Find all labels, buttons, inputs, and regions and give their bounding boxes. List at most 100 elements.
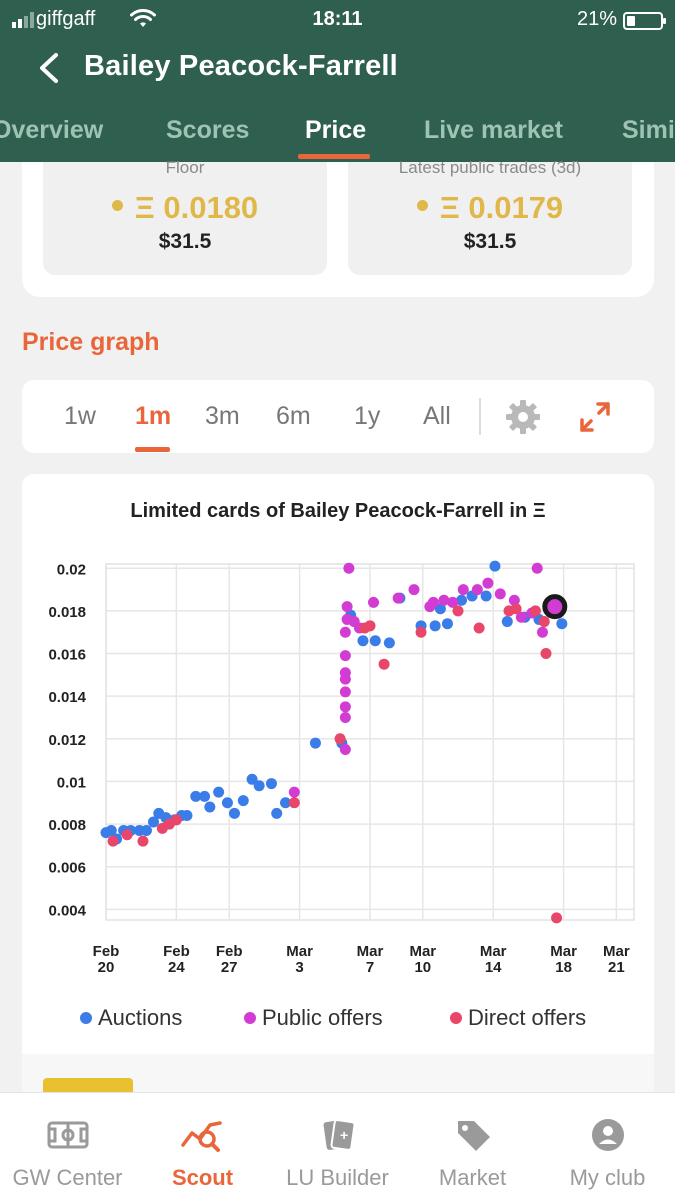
range-all[interactable]: All xyxy=(423,402,451,430)
floor-card: Floor Ξ 0.0180 $31.5 xyxy=(43,158,327,275)
signal-icon xyxy=(12,12,34,28)
tab-bar: Overview Scores Price Live market Simi xyxy=(0,112,675,162)
nav-my-club[interactable]: My club xyxy=(540,1093,675,1200)
chart-points xyxy=(100,560,568,924)
data-point xyxy=(339,626,351,638)
svg-text:+: + xyxy=(340,1127,348,1143)
tag-icon xyxy=(458,1121,490,1151)
data-point xyxy=(429,620,441,632)
x-tick-month: Feb xyxy=(163,943,190,960)
data-point xyxy=(339,743,351,755)
nav-label-market: Market xyxy=(438,1165,507,1190)
range-selector: 1w 1m 3m 6m 1y All xyxy=(22,380,654,453)
data-point xyxy=(456,594,468,606)
range-1w[interactable]: 1w xyxy=(64,402,96,430)
data-point xyxy=(213,786,225,798)
data-point xyxy=(447,596,459,608)
x-tick-month: Mar xyxy=(603,943,630,960)
tab-similar[interactable]: Simi xyxy=(622,116,675,144)
eth-dot-icon xyxy=(416,200,428,212)
data-point xyxy=(334,733,346,745)
data-point xyxy=(529,605,541,617)
data-point xyxy=(538,616,550,628)
data-point xyxy=(339,650,351,662)
data-point xyxy=(392,592,404,604)
data-point xyxy=(339,667,351,679)
data-point xyxy=(246,773,258,785)
nav-scout[interactable]: Scout xyxy=(135,1093,270,1200)
data-point xyxy=(107,835,119,847)
data-point xyxy=(441,618,453,630)
chart-grid xyxy=(105,563,635,921)
data-point xyxy=(489,560,501,572)
data-point xyxy=(253,780,265,792)
range-1m[interactable]: 1m xyxy=(135,402,172,430)
gear-icon[interactable] xyxy=(504,398,542,436)
tab-live-market[interactable]: Live market xyxy=(424,116,563,144)
data-point xyxy=(415,626,427,638)
data-point xyxy=(480,590,492,602)
data-point xyxy=(364,620,376,632)
floor-usd-value: $31.5 xyxy=(158,230,212,253)
range-3m[interactable]: 3m xyxy=(205,402,240,430)
x-tick-day: 18 xyxy=(555,959,572,976)
y-tick-label: 0.008 xyxy=(48,817,86,834)
y-tick-label: 0.014 xyxy=(48,689,86,706)
y-tick-label: 0.018 xyxy=(48,604,86,621)
y-tick-label: 0.01 xyxy=(57,774,86,791)
price-chart-card: Limited cards of Bailey Peacock-Farrell … xyxy=(22,474,654,1054)
app-header: giffgaff 18:11 21% Bailey Peacock-Farrel… xyxy=(0,0,675,162)
tab-overview[interactable]: Overview xyxy=(0,116,104,144)
data-point xyxy=(357,635,369,647)
data-point xyxy=(339,701,351,713)
floor-eth-row: Ξ 0.0180 xyxy=(43,190,327,226)
y-tick-label: 0.006 xyxy=(48,860,86,877)
data-point xyxy=(383,637,395,649)
nav-market[interactable]: Market xyxy=(405,1093,540,1200)
data-point xyxy=(121,829,133,841)
nav-label-my-club: My club xyxy=(569,1165,646,1190)
tab-scores[interactable]: Scores xyxy=(166,116,250,144)
nav-label-scout: Scout xyxy=(171,1165,234,1190)
data-point xyxy=(309,737,321,749)
price-scatter-chart[interactable]: Limited cards of Bailey Peacock-Farrell … xyxy=(22,474,654,1054)
latest-trades-eth-value: Ξ 0.0179 xyxy=(439,190,564,225)
tab-price[interactable]: Price xyxy=(305,116,367,144)
nav-label-lu-builder: LU Builder xyxy=(286,1165,389,1190)
range-6m[interactable]: 6m xyxy=(276,402,311,430)
active-range-indicator xyxy=(135,447,170,452)
chart-title: Limited cards of Bailey Peacock-Farrell … xyxy=(130,500,545,522)
back-arrow-icon[interactable] xyxy=(36,52,62,84)
data-point xyxy=(378,658,390,670)
data-point xyxy=(501,616,513,628)
data-point xyxy=(508,594,520,606)
data-point xyxy=(341,601,353,613)
expand-icon[interactable] xyxy=(578,400,612,434)
nav-gw-center[interactable]: GW Center xyxy=(0,1093,135,1200)
data-point xyxy=(190,790,202,802)
eth-dot-icon xyxy=(111,200,123,212)
card-thumbnail[interactable] xyxy=(43,1078,133,1094)
x-tick-day: 10 xyxy=(414,959,431,976)
data-point xyxy=(181,810,193,822)
data-point xyxy=(473,622,485,634)
data-point xyxy=(140,824,152,836)
x-tick-day: 14 xyxy=(485,959,502,976)
price-summary: Floor Ξ 0.0180 $31.5 Latest public trade… xyxy=(22,158,654,297)
range-1y[interactable]: 1y xyxy=(354,402,381,430)
data-point xyxy=(494,588,506,600)
data-point xyxy=(408,584,420,596)
x-tick-month: Mar xyxy=(286,943,313,960)
data-point xyxy=(148,816,160,828)
y-tick-label: 0.016 xyxy=(48,647,86,664)
y-axis-ticks: 0.02 0.018 0.016 0.014 0.012 0.01 0.008 0.006 0.… xyxy=(48,561,86,919)
x-tick-day: 3 xyxy=(295,959,303,976)
nav-lu-builder[interactable]: + LU Builder xyxy=(270,1093,405,1200)
range-divider xyxy=(479,398,481,435)
data-point xyxy=(228,807,240,819)
legend-label: Direct offers xyxy=(468,1005,586,1030)
active-tab-indicator xyxy=(298,154,370,159)
data-point xyxy=(427,596,439,608)
data-point xyxy=(221,797,233,809)
cards-icon: + xyxy=(323,1119,356,1151)
